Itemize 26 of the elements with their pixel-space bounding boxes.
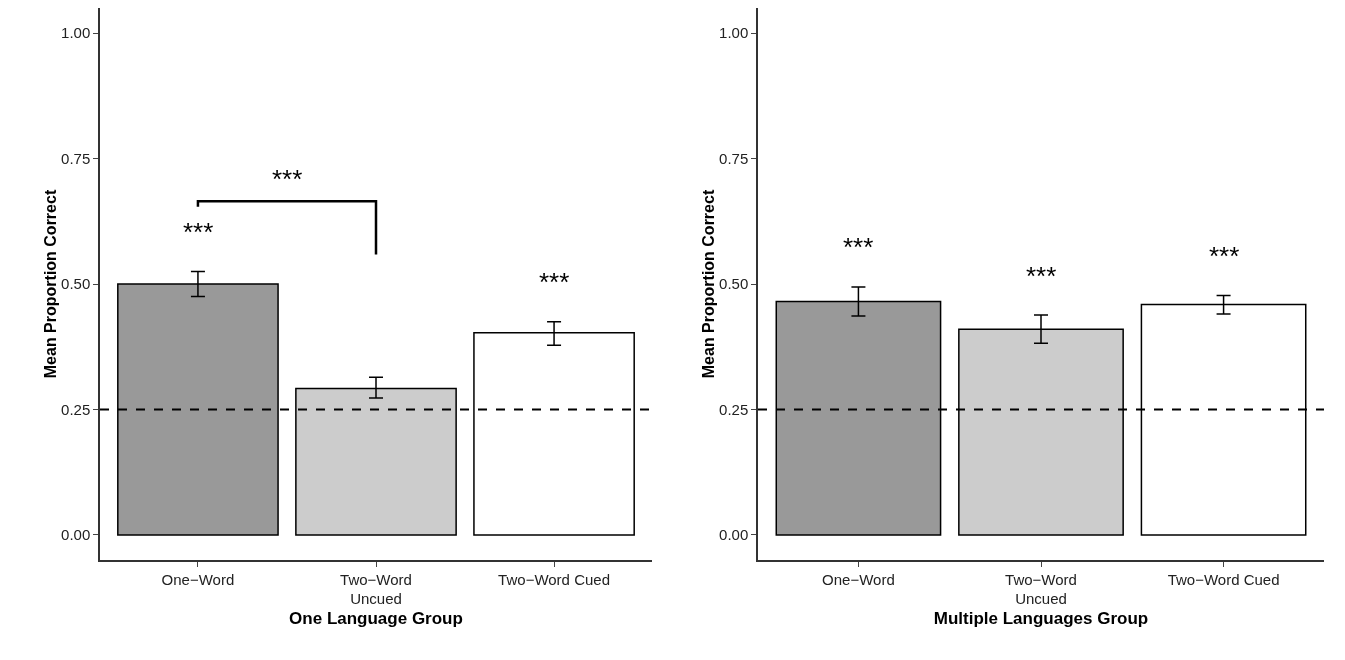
x-tick-label: Two−Word Uncued — [340, 570, 412, 608]
annotation: *** — [183, 217, 214, 247]
x-axis-title: Multiple Languages Group — [933, 609, 1149, 629]
x-tick-label: Two−Word Cued — [498, 570, 610, 588]
y-tick-label: 0.25 — [61, 400, 91, 418]
x-tick-label: Two−Word Uncued — [1005, 570, 1077, 608]
x-axis-title: One Language Group — [289, 609, 463, 629]
y-axis-title: Mean Proportion Correct — [700, 189, 718, 379]
annotation: *** — [272, 164, 303, 194]
x-tick-label: One−Word — [161, 570, 235, 588]
y-tick-label: 1.00 — [719, 24, 749, 42]
x-tick-label: Two−Word Cued — [1167, 570, 1280, 588]
annotation: *** — [1026, 261, 1057, 291]
y-tick-label: 0.75 — [719, 149, 749, 167]
y-tick-label: 0.00 — [719, 526, 749, 544]
y-axis-title: Mean Proportion Correct — [42, 189, 60, 379]
y-tick-label: 0.00 — [61, 526, 91, 544]
annotation: *** — [843, 232, 874, 262]
y-tick-label: 0.25 — [719, 400, 749, 418]
x-tick-label: One−Word — [822, 570, 895, 588]
annotation: *** — [539, 267, 570, 297]
y-tick-label: 0.50 — [719, 275, 749, 293]
annotation: *** — [1209, 241, 1240, 271]
y-tick-label: 0.50 — [61, 275, 91, 293]
y-tick-label: 0.75 — [61, 149, 91, 167]
y-tick-label: 1.00 — [61, 24, 91, 42]
